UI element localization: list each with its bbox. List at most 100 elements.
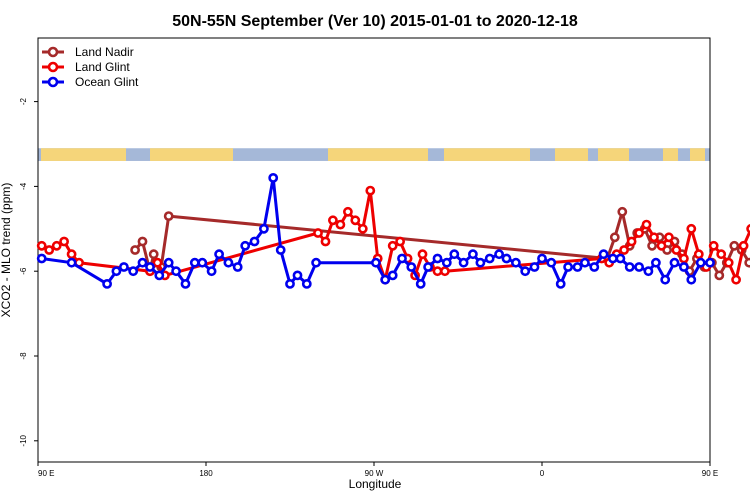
data-point-ocean-glint [380, 274, 391, 285]
data-point-land-glint [342, 206, 353, 217]
data-point-ocean-glint [529, 262, 540, 272]
data-point-land-glint [716, 249, 727, 260]
data-point-ocean-glint [36, 253, 47, 264]
data-point-land-glint [327, 215, 338, 226]
x-tick-label: 90 W [365, 469, 384, 478]
y-tick-label: -10 [19, 434, 28, 446]
data-point-land-glint [387, 240, 398, 251]
data-point-land-nadir [163, 211, 174, 221]
x-tick-label: 90 E [702, 469, 718, 478]
data-point-land-glint [626, 236, 637, 247]
legend-label: Ocean Glint [75, 75, 139, 89]
y-axis: -2 -4 -6 -8 -10 [19, 97, 38, 447]
series-layer [36, 172, 750, 289]
legend-item-land-glint: Land Glint [42, 60, 130, 74]
x-tick-label: 0 [540, 469, 545, 478]
land-segment [444, 148, 530, 161]
data-point-land-glint [36, 240, 47, 251]
data-point-land-nadir [744, 257, 750, 268]
data-point-ocean-glint [555, 278, 566, 289]
data-point-ocean-glint [249, 236, 260, 247]
data-point-land-nadir [137, 236, 148, 247]
legend-item-land-nadir: Land Nadir [42, 45, 134, 59]
data-point-land-glint [365, 185, 376, 196]
data-point-ocean-glint [608, 253, 618, 264]
data-point-ocean-glint [511, 257, 521, 268]
data-point-ocean-glint [180, 278, 191, 289]
land-segment [555, 148, 588, 161]
data-point-land-glint [693, 249, 704, 260]
data-point-ocean-glint [651, 257, 661, 268]
data-point-land-glint [664, 232, 674, 243]
data-point-ocean-glint [275, 245, 286, 255]
legend-swatch-marker [47, 46, 59, 58]
data-point-ocean-glint [145, 262, 155, 272]
data-point-land-glint [335, 219, 346, 230]
data-point-ocean-glint [189, 257, 200, 268]
data-point-land-glint [320, 236, 331, 247]
land-segment [663, 148, 678, 161]
y-tick-label: -2 [19, 97, 28, 105]
data-point-ocean-glint [240, 240, 251, 251]
data-point-ocean-glint [111, 266, 122, 277]
data-point-land-glint [44, 245, 55, 255]
data-point-ocean-glint [624, 262, 635, 272]
data-point-land-glint [313, 228, 323, 238]
data-point-land-glint [686, 223, 697, 234]
legend-swatch-marker [47, 76, 59, 88]
data-point-land-glint [671, 245, 682, 255]
data-point-ocean-glint [501, 253, 512, 264]
data-point-land-glint [152, 257, 163, 268]
data-point-ocean-glint [589, 262, 600, 272]
data-point-ocean-glint [285, 278, 295, 289]
data-point-ocean-glint [484, 253, 495, 264]
data-point-land-nadir [729, 240, 740, 251]
data-point-ocean-glint [137, 257, 148, 268]
data-point-ocean-glint [102, 278, 112, 289]
data-point-ocean-glint [494, 249, 504, 260]
data-point-land-nadir [617, 206, 628, 217]
x-tick-label: 90 E [38, 469, 54, 478]
data-point-land-glint [723, 257, 734, 268]
data-point-ocean-glint [206, 266, 217, 277]
data-point-land-glint [731, 274, 741, 285]
data-point-ocean-glint [301, 278, 312, 289]
y-axis-label: XCO2 - MLO trend (ppm) [0, 183, 13, 318]
data-point-ocean-glint [520, 266, 531, 277]
series-ocean-glint [36, 172, 715, 289]
data-point-ocean-glint [128, 266, 139, 277]
data-point-ocean-glint [163, 257, 174, 268]
data-point-land-glint [738, 240, 749, 251]
data-point-land-glint [656, 240, 667, 251]
data-point-ocean-glint [449, 249, 460, 260]
y-tick-label: -4 [19, 182, 28, 190]
data-point-ocean-glint [598, 249, 609, 260]
legend-label: Land Glint [75, 60, 130, 74]
data-point-ocean-glint [686, 274, 697, 285]
data-point-ocean-glint [197, 257, 208, 268]
data-point-land-glint [66, 249, 77, 260]
data-point-ocean-glint [679, 262, 689, 272]
data-point-ocean-glint [563, 262, 573, 272]
data-point-land-nadir [148, 249, 159, 260]
data-point-ocean-glint [406, 262, 417, 272]
land-ocean-band [38, 148, 710, 161]
data-point-ocean-glint [223, 257, 234, 268]
data-point-land-glint [641, 219, 652, 230]
data-point-land-glint [395, 236, 405, 247]
legend-label: Land Nadir [75, 45, 134, 59]
chart-title: 50N-55N September (Ver 10) 2015-01-01 to… [172, 13, 578, 30]
land-segment [598, 148, 629, 161]
data-point-land-nadir [130, 245, 140, 255]
data-point-ocean-glint [214, 249, 224, 260]
data-point-land-glint [634, 228, 644, 238]
land-segment [690, 148, 705, 161]
data-point-ocean-glint [370, 257, 381, 268]
data-point-land-glint [417, 249, 428, 260]
data-point-land-glint [350, 215, 361, 226]
data-point-ocean-glint [423, 262, 433, 272]
data-point-ocean-glint [387, 270, 398, 281]
data-point-land-glint [619, 245, 629, 255]
